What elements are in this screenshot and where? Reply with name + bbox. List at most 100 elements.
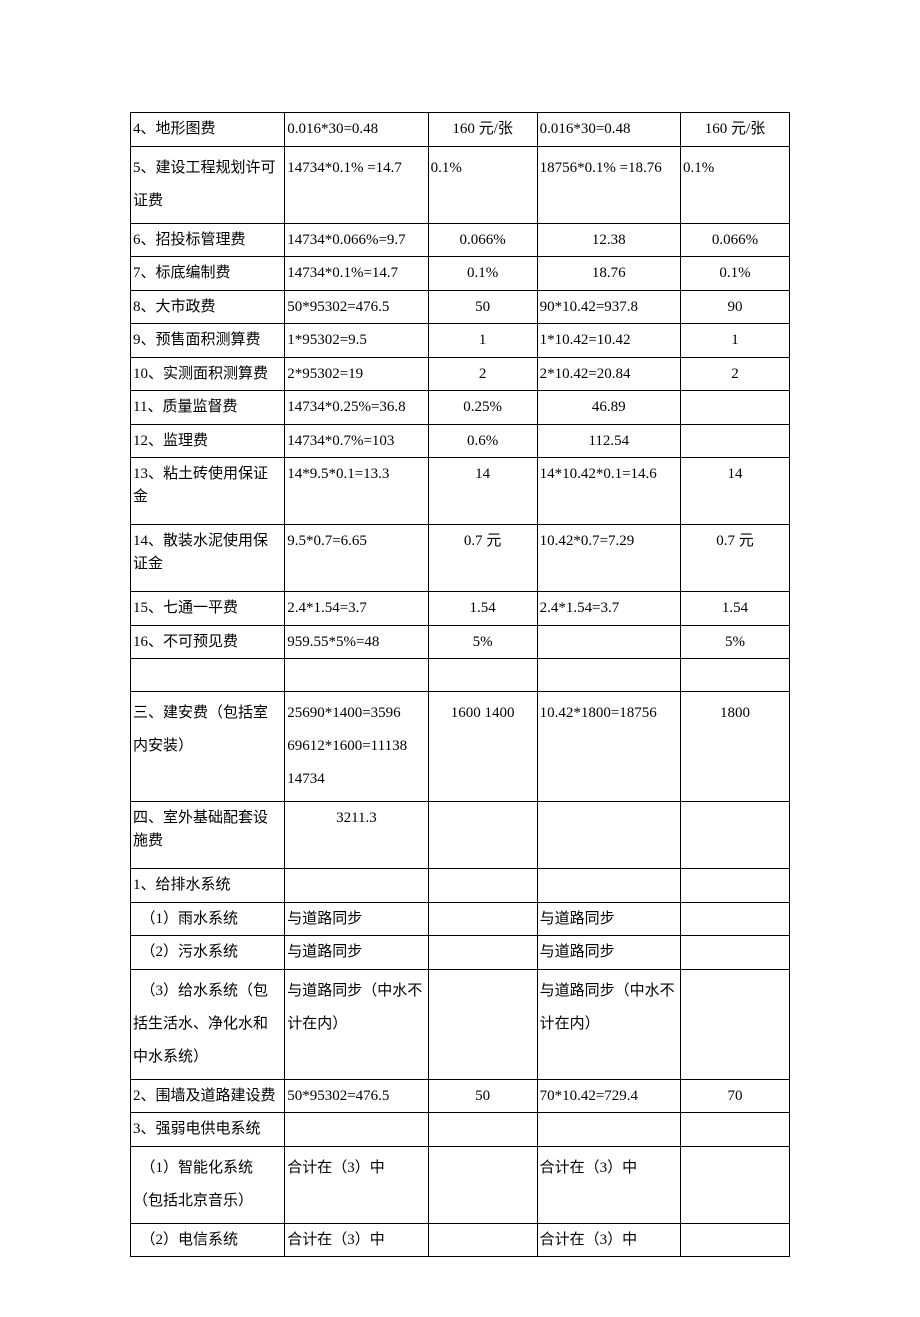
table-row <box>131 659 790 692</box>
table-cell <box>681 902 790 936</box>
table-cell: 14734*0.1% =14.7 <box>285 146 428 223</box>
table-cell <box>681 391 790 425</box>
table-cell: 2 <box>428 357 537 391</box>
table-cell: 0.7 元 <box>428 525 537 592</box>
table-cell <box>131 659 285 692</box>
table-cell: （2）污水系统 <box>131 936 285 970</box>
table-cell: （1）雨水系统 <box>131 902 285 936</box>
table-cell: 10.42*0.7=7.29 <box>537 525 680 592</box>
table-cell: （2）电信系统 <box>131 1223 285 1257</box>
table-cell: 合计在（3）中 <box>285 1146 428 1223</box>
table-cell: 2 <box>681 357 790 391</box>
table-row: 14、散装水泥使用保证金9.5*0.7=6.650.7 元10.42*0.7=7… <box>131 525 790 592</box>
table-cell: 10.42*1800=18756 <box>537 692 680 802</box>
table-cell: 14、散装水泥使用保证金 <box>131 525 285 592</box>
table-cell: 1 <box>681 324 790 358</box>
table-cell: 2*10.42=20.84 <box>537 357 680 391</box>
table-cell <box>428 902 537 936</box>
table-cell: 与道路同步 <box>537 902 680 936</box>
table-cell: 25690*1400=3596 69612*1600=11138 14734 <box>285 692 428 802</box>
table-cell: 5、建设工程规划许可证费 <box>131 146 285 223</box>
table-cell: 160 元/张 <box>681 113 790 147</box>
table-cell: 14734*0.7%=103 <box>285 424 428 458</box>
table-cell: 1800 <box>681 692 790 802</box>
table-cell <box>428 1223 537 1257</box>
table-cell: 0.066% <box>681 223 790 257</box>
table-cell: 0.7 元 <box>681 525 790 592</box>
table-cell <box>428 869 537 903</box>
table-cell <box>428 1113 537 1147</box>
table-cell: 0.1% <box>681 146 790 223</box>
table-cell: 0.1% <box>428 146 537 223</box>
table-cell: 5% <box>428 625 537 659</box>
table-cell: 14734*0.1%=14.7 <box>285 257 428 291</box>
table-cell: 12、监理费 <box>131 424 285 458</box>
table-cell: 90 <box>681 290 790 324</box>
table-cell: 1、给排水系统 <box>131 869 285 903</box>
table-row: 8、大市政费50*95302=476.55090*10.42=937.890 <box>131 290 790 324</box>
table-cell: 1600 1400 <box>428 692 537 802</box>
table-cell: 160 元/张 <box>428 113 537 147</box>
table-row: 5、建设工程规划许可证费14734*0.1% =14.70.1%18756*0.… <box>131 146 790 223</box>
table-cell: 9、预售面积测算费 <box>131 324 285 358</box>
table-row: 4、地形图费0.016*30=0.48160 元/张0.016*30=0.481… <box>131 113 790 147</box>
table-row: 15、七通一平费2.4*1.54=3.71.542.4*1.54=3.71.54 <box>131 592 790 626</box>
table-cell: 50 <box>428 1079 537 1113</box>
table-cell: 50*95302=476.5 <box>285 290 428 324</box>
table-cell <box>285 659 428 692</box>
table-cell <box>537 802 680 869</box>
table-cell: 7、标底编制费 <box>131 257 285 291</box>
table-row: 2、围墙及道路建设费50*95302=476.55070*10.42=729.4… <box>131 1079 790 1113</box>
table-row: （3）给水系统（包括生活水、净化水和中水系统）与道路同步（中水不计在内）与道路同… <box>131 969 790 1079</box>
table-row: 10、实测面积测算费2*95302=1922*10.42=20.842 <box>131 357 790 391</box>
table-cell <box>537 659 680 692</box>
table-row: （2）污水系统与道路同步与道路同步 <box>131 936 790 970</box>
table-cell: 90*10.42=937.8 <box>537 290 680 324</box>
table-row: （1）雨水系统与道路同步与道路同步 <box>131 902 790 936</box>
table-row: 7、标底编制费14734*0.1%=14.70.1%18.760.1% <box>131 257 790 291</box>
table-cell: 三、建安费（包括室内安装） <box>131 692 285 802</box>
table-cell <box>681 936 790 970</box>
table-cell <box>428 659 537 692</box>
table-cell: 2.4*1.54=3.7 <box>537 592 680 626</box>
table-cell <box>681 802 790 869</box>
table-cell: 70*10.42=729.4 <box>537 1079 680 1113</box>
table-row: 9、预售面积测算费1*95302=9.511*10.42=10.421 <box>131 324 790 358</box>
table-cell: 14734*0.25%=36.8 <box>285 391 428 425</box>
table-cell: 959.55*5%=48 <box>285 625 428 659</box>
table-cell: 4、地形图费 <box>131 113 285 147</box>
table-row: 三、建安费（包括室内安装）25690*1400=3596 69612*1600=… <box>131 692 790 802</box>
table-cell: 16、不可预见费 <box>131 625 285 659</box>
table-cell: 12.38 <box>537 223 680 257</box>
table-cell <box>285 869 428 903</box>
table-cell: 14 <box>681 458 790 525</box>
table-row: 1、给排水系统 <box>131 869 790 903</box>
table-cell: 70 <box>681 1079 790 1113</box>
table-cell <box>681 1223 790 1257</box>
cost-table: 4、地形图费0.016*30=0.48160 元/张0.016*30=0.481… <box>130 112 790 1257</box>
table-cell: 0.016*30=0.48 <box>285 113 428 147</box>
table-cell: 18.76 <box>537 257 680 291</box>
table-cell: 1.54 <box>428 592 537 626</box>
table-cell: （1）智能化系统（包括北京音乐） <box>131 1146 285 1223</box>
table-cell: 0.016*30=0.48 <box>537 113 680 147</box>
table-cell: 3、强弱电供电系统 <box>131 1113 285 1147</box>
table-cell: （3）给水系统（包括生活水、净化水和中水系统） <box>131 969 285 1079</box>
table-cell: 11、质量监督费 <box>131 391 285 425</box>
table-cell <box>681 424 790 458</box>
table-cell <box>285 1113 428 1147</box>
table-row: （1）智能化系统（包括北京音乐）合计在（3）中合计在（3）中 <box>131 1146 790 1223</box>
table-cell: 0.1% <box>681 257 790 291</box>
table-cell <box>428 969 537 1079</box>
table-cell: 1.54 <box>681 592 790 626</box>
table-cell: 与道路同步（中水不计在内） <box>537 969 680 1079</box>
table-cell: 112.54 <box>537 424 680 458</box>
table-cell: 13、粘土砖使用保证金 <box>131 458 285 525</box>
table-cell: 9.5*0.7=6.65 <box>285 525 428 592</box>
table-cell: 46.89 <box>537 391 680 425</box>
table-cell: 5% <box>681 625 790 659</box>
table-cell: 14734*0.066%=9.7 <box>285 223 428 257</box>
table-cell: 1*10.42=10.42 <box>537 324 680 358</box>
table-row: 16、不可预见费959.55*5%=485%5% <box>131 625 790 659</box>
table-row: 12、监理费14734*0.7%=1030.6%112.54 <box>131 424 790 458</box>
